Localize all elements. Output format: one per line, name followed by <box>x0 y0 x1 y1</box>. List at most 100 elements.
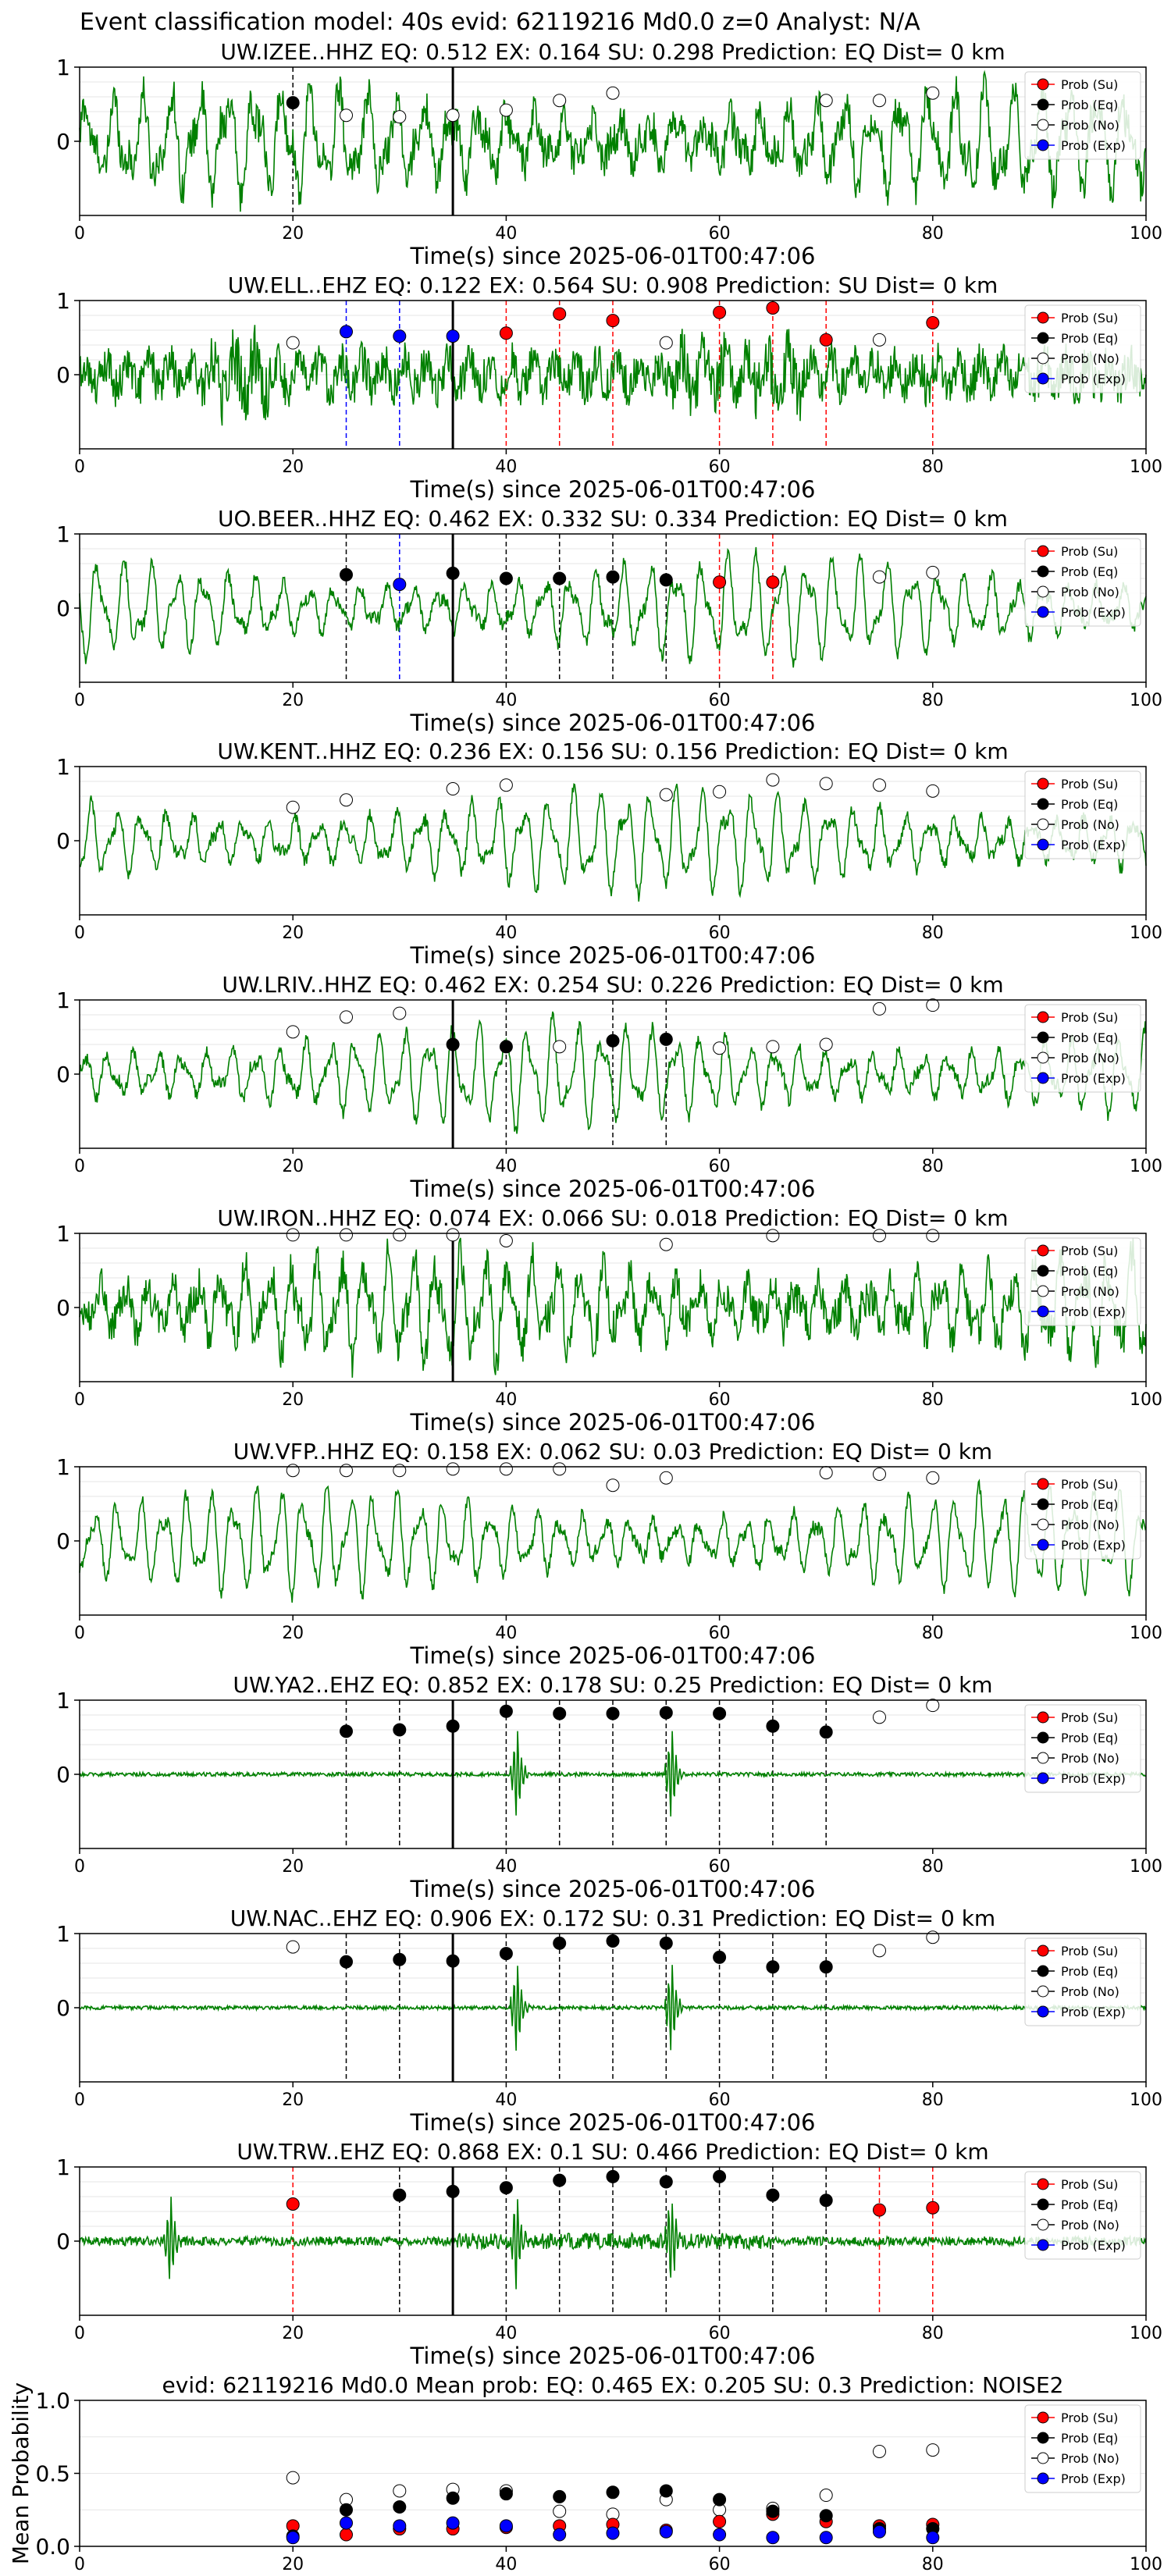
prob-no-point <box>873 1002 886 1016</box>
prob-no-point <box>286 336 300 350</box>
prob-eq-point <box>766 1719 780 1733</box>
x-tick-label: 0 <box>74 2324 85 2343</box>
legend-label: Prob (Exp) <box>1061 605 1126 620</box>
prob-no-point <box>446 1462 460 1476</box>
legend-marker <box>1037 2005 1049 2018</box>
prob-no-point <box>340 109 353 123</box>
legend-label: Prob (Su) <box>1061 1010 1118 1025</box>
prob-no-point <box>873 94 886 108</box>
x-tick-label: 100 <box>1130 1624 1162 1643</box>
station-panel: UW.IRON..HHZ EQ: 0.074 EX: 0.066 SU: 0.0… <box>56 1205 1162 1436</box>
legend-box <box>1024 1004 1141 1093</box>
x-tick-label: 20 <box>282 1157 304 1176</box>
legend-marker <box>1037 1772 1049 1784</box>
legend-marker <box>1037 1944 1049 1957</box>
legend-box <box>1024 2404 1141 2493</box>
waveform-trace <box>79 1731 1147 1817</box>
prob-no-point <box>499 778 513 792</box>
legend-marker <box>1037 2239 1049 2251</box>
y-tick-label: 0 <box>56 129 70 155</box>
prob-exp-point <box>393 578 407 592</box>
y-tick-label: 1 <box>56 1688 70 1713</box>
y-tick-label: 0.0 <box>35 2534 70 2560</box>
y-tick-label: 1 <box>56 1454 70 1480</box>
x-tick-label: 20 <box>282 2324 304 2343</box>
prob-eq-point <box>393 2500 407 2514</box>
legend-label: Prob (Su) <box>1061 2411 1118 2425</box>
prob-no-point <box>926 784 940 798</box>
prob-no-point <box>926 565 940 579</box>
prob-eq-point <box>659 573 673 587</box>
prob-no-point <box>553 2504 567 2518</box>
legend-marker <box>1037 1752 1049 1764</box>
x-tick-label: 60 <box>709 923 731 943</box>
prob-no-point <box>286 1940 300 1954</box>
legend-marker <box>1037 1965 1049 1977</box>
legend-marker <box>1037 1072 1049 1084</box>
legend-marker <box>1037 838 1049 851</box>
waveform-trace <box>79 325 1147 426</box>
y-tick-label: 1 <box>56 754 70 780</box>
waveform-trace <box>79 546 1147 668</box>
x-tick-label: 20 <box>282 224 304 244</box>
legend-marker <box>1037 1031 1049 1044</box>
legend-label: Prob (Eq) <box>1061 1964 1118 1979</box>
prob-eq-point <box>553 1936 567 1950</box>
x-tick-label: 100 <box>1130 1157 1162 1176</box>
prob-no-point <box>340 1228 353 1242</box>
legend-marker <box>1037 332 1049 344</box>
y-tick-label: 1 <box>56 55 70 80</box>
x-tick-label: 60 <box>709 2324 731 2343</box>
prob-no-point <box>659 788 673 802</box>
prob-exp-point <box>606 2526 620 2540</box>
panel-title: evid: 62119216 Md0.0 Mean prob: EQ: 0.46… <box>162 2372 1064 2398</box>
prob-eq-point <box>766 2188 780 2202</box>
x-axis-label: Time(s) since 2025-06-01T00:47:06 <box>410 243 816 269</box>
prob-eq-point <box>393 2188 407 2202</box>
legend-label: Prob (No) <box>1061 1984 1119 1999</box>
x-tick-label: 60 <box>709 1157 731 1176</box>
prob-su-point <box>926 316 940 329</box>
prob-eq-point <box>659 1936 673 1950</box>
x-axis-label: Time(s) since 2025-06-01T00:47:06 <box>410 2109 816 2136</box>
x-tick-label: 20 <box>282 691 304 710</box>
waveform-trace <box>79 69 1147 212</box>
legend-label: Prob (Exp) <box>1061 1071 1126 1086</box>
prob-eq-point <box>819 1960 833 1974</box>
waveform-trace <box>79 783 1147 902</box>
prob-no-point <box>819 2489 833 2503</box>
prob-eq-point <box>606 2485 620 2500</box>
prob-eq-point <box>446 1719 460 1733</box>
x-axis-label: Time(s) since 2025-06-01T00:47:06 <box>410 1176 816 1202</box>
y-tick-label: 0.5 <box>35 2461 70 2487</box>
legend-label: Prob (Eq) <box>1061 2431 1118 2446</box>
prob-no-point <box>286 1464 300 1478</box>
legend-marker <box>1037 2178 1049 2190</box>
legend-label: Prob (Su) <box>1061 777 1118 792</box>
waveform-trace <box>79 1011 1147 1134</box>
legend-label: Prob (No) <box>1061 1751 1119 1766</box>
x-tick-label: 100 <box>1130 1857 1162 1877</box>
x-tick-label: 0 <box>74 1157 85 1176</box>
legend-label: Prob (Su) <box>1061 1477 1118 1492</box>
panel-title: UW.YA2..EHZ EQ: 0.852 EX: 0.178 SU: 0.25… <box>233 1672 992 1698</box>
x-tick-label: 20 <box>282 2555 304 2574</box>
prob-exp-point <box>766 2531 780 2545</box>
prob-no-point <box>659 1237 673 1251</box>
x-tick-label: 40 <box>495 224 517 244</box>
prob-eq-point <box>553 2173 567 2187</box>
y-tick-label: 1 <box>56 1921 70 1947</box>
x-tick-label: 60 <box>709 457 731 477</box>
legend-label: Prob (No) <box>1061 1284 1119 1299</box>
prob-eq-point <box>659 1032 673 1046</box>
x-tick-label: 40 <box>495 1857 517 1877</box>
prob-no-point <box>606 1478 620 1493</box>
prob-su-point <box>606 314 620 328</box>
y-tick-label: 0 <box>56 1062 70 1087</box>
prob-eq-point <box>553 571 567 585</box>
prob-no-point <box>819 1466 833 1480</box>
legend-marker <box>1037 1711 1049 1724</box>
prob-eq-point <box>499 1947 513 1961</box>
legend-marker <box>1037 545 1049 557</box>
legend-label: Prob (Eq) <box>1061 1497 1118 1512</box>
